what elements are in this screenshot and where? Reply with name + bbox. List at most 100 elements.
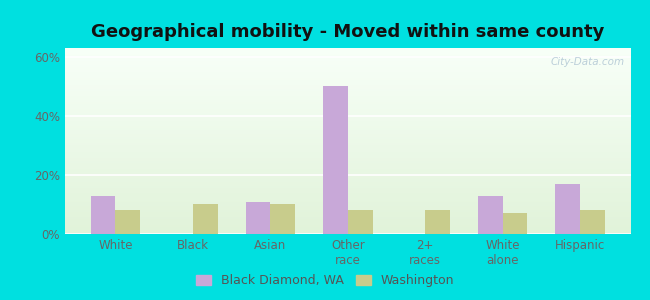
Bar [323,86,348,234]
Bar [65,122,630,124]
Bar [65,50,630,52]
Bar [65,145,630,147]
Bar [65,72,630,74]
Bar [65,57,630,59]
Bar [65,208,630,210]
Bar [65,212,630,214]
Bar [65,178,630,180]
Bar [65,214,630,215]
Bar [65,85,630,87]
Bar [65,98,630,100]
Bar [65,110,630,111]
Bar [65,115,630,117]
Bar [65,148,630,150]
Bar [65,139,630,141]
Bar [65,54,630,56]
Bar [65,102,630,104]
Bar [65,228,630,230]
Bar [65,82,630,83]
Bar [65,180,630,182]
Bar [65,195,630,197]
Bar [65,68,630,70]
Bar [65,199,630,200]
Bar [65,70,630,72]
Bar [65,223,630,225]
Bar [91,196,116,234]
Bar [65,167,630,169]
Bar [65,107,630,110]
Bar [65,132,630,134]
Bar [65,204,630,206]
Bar [65,130,630,132]
Bar [65,137,630,139]
Bar [65,175,630,176]
Bar [65,59,630,61]
Bar [65,89,630,91]
Bar [65,186,630,188]
Bar [65,171,630,172]
Bar [65,206,630,208]
Bar [65,161,630,163]
Title: Geographical mobility - Moved within same county: Geographical mobility - Moved within sam… [91,23,604,41]
Bar [65,143,630,145]
Bar [555,184,580,234]
Bar [65,150,630,152]
Bar [65,165,630,167]
Bar [65,156,630,158]
Bar [65,188,630,189]
Bar [348,210,372,234]
Bar [65,189,630,191]
Bar [65,128,630,130]
Bar [65,141,630,143]
Bar [65,210,630,212]
Bar [65,147,630,148]
Bar [65,160,630,161]
Bar [65,163,630,165]
Bar [65,61,630,63]
Bar [65,225,630,226]
Bar [65,152,630,154]
Bar [65,184,630,186]
Bar [65,217,630,219]
Bar [65,215,630,217]
Text: City-Data.com: City-Data.com [551,57,625,67]
Bar [65,117,630,119]
Bar [65,65,630,67]
Bar [65,124,630,126]
Bar [65,63,630,65]
Bar [65,191,630,193]
Bar [65,197,630,199]
Bar [65,48,630,50]
Bar [65,121,630,122]
Bar [65,230,630,232]
Bar [65,172,630,175]
Bar [65,67,630,68]
Bar [65,104,630,106]
Bar [65,176,630,178]
Bar [65,87,630,89]
Bar [65,74,630,76]
Bar [65,226,630,228]
Bar [65,76,630,78]
Bar [65,56,630,57]
Bar [65,202,630,204]
Bar [65,169,630,171]
Bar [425,210,450,234]
Bar [65,113,630,115]
Bar [65,232,630,234]
Bar [65,80,630,82]
Bar [65,78,630,80]
Bar [65,119,630,121]
Bar [65,52,630,54]
Legend: Black Diamond, WA, Washington: Black Diamond, WA, Washington [192,270,458,291]
Bar [270,205,295,234]
Bar [65,134,630,135]
Bar [246,202,270,234]
Bar [65,83,630,85]
Bar [65,221,630,223]
Bar [65,126,630,128]
Bar [65,135,630,137]
Bar [502,213,527,234]
Bar [65,219,630,221]
Bar [65,154,630,156]
